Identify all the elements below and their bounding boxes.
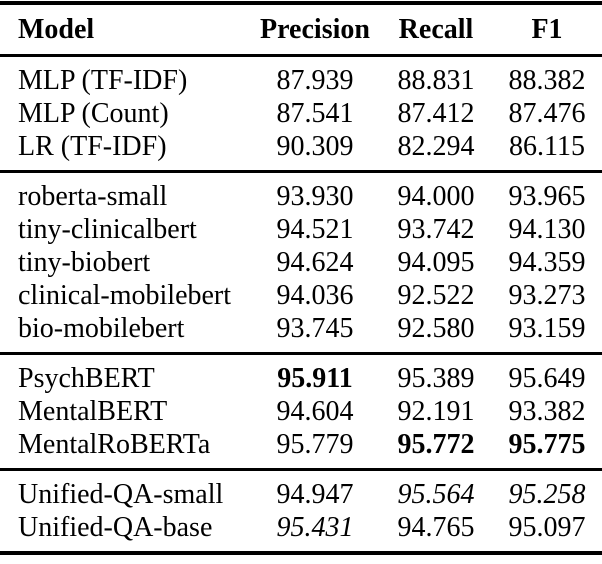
table-row: tiny-clinicalbert 94.521 93.742 94.130	[0, 213, 602, 246]
table-row: MentalRoBERTa 95.779 95.772 95.775	[0, 428, 602, 470]
cell-recall: 95.389	[397, 363, 475, 394]
cell-precision: 93.745	[276, 313, 354, 344]
table-row: tiny-biobert 94.624 94.095 94.359	[0, 246, 602, 279]
cell-precision: 93.930	[276, 181, 354, 212]
cell-f1: 94.359	[508, 247, 586, 278]
cell-model: MLP (TF-IDF)	[18, 65, 188, 96]
cell-f1: 86.115	[509, 131, 585, 162]
cell-model: Unified-QA-base	[18, 512, 213, 543]
cell-recall: 92.522	[397, 280, 475, 311]
table-row: roberta-small 93.930 94.000 93.965	[0, 172, 602, 214]
cell-recall: 92.191	[397, 396, 475, 427]
table-row: Unified-QA-base 95.431 94.765 95.097	[0, 511, 602, 553]
cell-precision: 94.624	[276, 247, 354, 278]
cell-model: tiny-biobert	[18, 247, 151, 278]
cell-model: roberta-small	[18, 181, 168, 212]
cell-f1: 95.097	[508, 512, 586, 543]
column-header-f1: F1	[492, 3, 602, 57]
table-row: Unified-QA-small 94.947 95.564 95.258	[0, 470, 602, 512]
table-row: clinical-mobilebert 94.036 92.522 93.273	[0, 279, 602, 312]
table-row: bio-mobilebert 93.745 92.580 93.159	[0, 312, 602, 354]
column-header-recall: Recall	[380, 3, 492, 57]
cell-f1: 94.130	[508, 214, 586, 245]
column-header-precision: Precision	[250, 3, 380, 57]
table-row: MentalBERT 94.604 92.191 93.382	[0, 395, 602, 428]
cell-recall: 94.000	[397, 181, 475, 212]
cell-precision: 87.939	[276, 65, 354, 96]
cell-recall: 87.412	[397, 98, 475, 129]
cell-model: Unified-QA-small	[18, 479, 224, 510]
cell-model: MentalBERT	[18, 396, 168, 427]
cell-precision: 94.521	[276, 214, 354, 245]
cell-recall: 94.765	[397, 512, 475, 543]
header-row: Model Precision Recall F1	[0, 3, 602, 57]
section-mental-health-berts: PsychBERT 95.911 95.389 95.649 MentalBER…	[0, 354, 602, 470]
cell-model: MLP (Count)	[18, 98, 169, 129]
cell-precision: 95.431	[276, 512, 354, 543]
cell-precision: 95.911	[277, 363, 353, 394]
table-row: PsychBERT 95.911 95.389 95.649	[0, 354, 602, 396]
table-header: Model Precision Recall F1	[0, 3, 602, 57]
cell-model: PsychBERT	[18, 363, 155, 394]
cell-f1: 88.382	[508, 65, 586, 96]
cell-f1: 93.965	[508, 181, 586, 212]
column-header-model: Model	[0, 3, 250, 57]
cell-recall: 95.772	[397, 429, 475, 460]
cell-model: bio-mobilebert	[18, 313, 185, 344]
cell-precision: 87.541	[276, 98, 354, 129]
cell-recall: 95.564	[397, 479, 475, 510]
cell-f1: 95.258	[508, 479, 586, 510]
cell-precision: 94.947	[276, 479, 354, 510]
cell-model: LR (TF-IDF)	[18, 131, 167, 162]
cell-model: clinical-mobilebert	[18, 280, 232, 311]
cell-recall: 88.831	[397, 65, 475, 96]
cell-f1: 95.775	[508, 429, 586, 460]
cell-precision: 94.036	[276, 280, 354, 311]
cell-recall: 94.095	[397, 247, 475, 278]
table-row: LR (TF-IDF) 90.309 82.294 86.115	[0, 130, 602, 172]
cell-recall: 82.294	[397, 131, 475, 162]
cell-f1: 93.273	[508, 280, 586, 311]
table-row: MLP (Count) 87.541 87.412 87.476	[0, 97, 602, 130]
cell-model: MentalRoBERTa	[18, 429, 211, 460]
cell-f1: 93.382	[508, 396, 586, 427]
cell-f1: 87.476	[508, 98, 586, 129]
cell-recall: 93.742	[397, 214, 475, 245]
cell-precision: 90.309	[276, 131, 354, 162]
section-compact-transformers: roberta-small 93.930 94.000 93.965 tiny-…	[0, 172, 602, 354]
cell-f1: 93.159	[508, 313, 586, 344]
cell-precision: 94.604	[276, 396, 354, 427]
cell-f1: 95.649	[508, 363, 586, 394]
table-row: MLP (TF-IDF) 87.939 88.831 88.382	[0, 56, 602, 98]
section-baselines: MLP (TF-IDF) 87.939 88.831 88.382 MLP (C…	[0, 56, 602, 172]
section-unified-qa: Unified-QA-small 94.947 95.564 95.258 Un…	[0, 470, 602, 554]
cell-recall: 92.580	[397, 313, 475, 344]
cell-model: tiny-clinicalbert	[18, 214, 197, 245]
cell-precision: 95.779	[276, 429, 354, 460]
